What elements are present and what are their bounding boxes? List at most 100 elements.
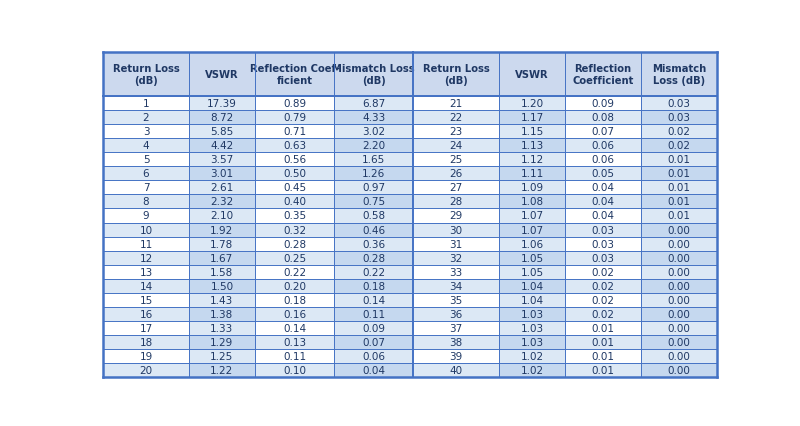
Bar	[499, 209, 565, 223]
Bar	[334, 279, 414, 293]
Text: 1.15: 1.15	[521, 127, 544, 137]
Text: 1.08: 1.08	[521, 197, 544, 207]
Text: 0.46: 0.46	[362, 225, 386, 235]
Bar	[641, 125, 717, 139]
Bar	[189, 279, 255, 293]
Text: 0.01: 0.01	[667, 155, 690, 165]
Bar	[565, 363, 641, 377]
Text: 0.40: 0.40	[283, 197, 306, 207]
Bar	[499, 321, 565, 335]
Text: 29: 29	[450, 211, 463, 221]
Bar	[189, 97, 255, 111]
Bar	[189, 53, 255, 97]
Text: 35: 35	[450, 295, 463, 305]
Text: 0.04: 0.04	[591, 197, 614, 207]
Bar	[334, 111, 414, 125]
Bar	[334, 363, 414, 377]
Bar	[189, 237, 255, 251]
Text: 0.09: 0.09	[591, 99, 614, 109]
Text: 10: 10	[139, 225, 153, 235]
Text: 0.36: 0.36	[362, 239, 386, 249]
Text: 0.00: 0.00	[667, 267, 690, 277]
Bar	[414, 139, 499, 153]
Bar	[189, 265, 255, 279]
Bar	[255, 349, 334, 363]
Text: 0.01: 0.01	[667, 169, 690, 179]
Bar	[414, 223, 499, 237]
Bar	[103, 265, 189, 279]
Text: 1.05: 1.05	[521, 253, 544, 263]
Text: 0.45: 0.45	[283, 183, 306, 193]
Text: 3: 3	[142, 127, 150, 137]
Text: 21: 21	[450, 99, 463, 109]
Bar	[641, 209, 717, 223]
Bar	[499, 153, 565, 167]
Text: 0.06: 0.06	[591, 155, 614, 165]
Bar	[641, 195, 717, 209]
Bar	[103, 181, 189, 195]
Bar	[103, 349, 189, 363]
Bar	[565, 349, 641, 363]
Text: 1.07: 1.07	[521, 225, 544, 235]
Bar	[565, 223, 641, 237]
Text: 0.06: 0.06	[591, 141, 614, 151]
Text: 0.00: 0.00	[667, 309, 690, 319]
Text: 4: 4	[142, 141, 150, 151]
Bar	[565, 209, 641, 223]
Text: 8.72: 8.72	[210, 113, 234, 123]
Text: 18: 18	[139, 337, 153, 347]
Bar	[565, 195, 641, 209]
Text: 0.35: 0.35	[283, 211, 306, 221]
Text: 1.67: 1.67	[210, 253, 234, 263]
Bar	[103, 53, 189, 97]
Text: VSWR: VSWR	[205, 70, 238, 80]
Text: 33: 33	[450, 267, 463, 277]
Bar	[641, 363, 717, 377]
Bar	[641, 321, 717, 335]
Text: 0.01: 0.01	[591, 323, 614, 333]
Text: Mismatch
Loss (dB): Mismatch Loss (dB)	[652, 64, 706, 86]
Text: 1.09: 1.09	[521, 183, 544, 193]
Bar	[565, 293, 641, 307]
Text: 38: 38	[450, 337, 463, 347]
Bar	[334, 307, 414, 321]
Bar	[255, 97, 334, 111]
Text: 0.01: 0.01	[667, 211, 690, 221]
Bar	[641, 293, 717, 307]
Text: 0.11: 0.11	[283, 351, 306, 361]
Bar	[189, 307, 255, 321]
Bar	[565, 125, 641, 139]
Bar	[499, 53, 565, 97]
Text: 0.20: 0.20	[283, 281, 306, 291]
Bar	[334, 97, 414, 111]
Text: 2.10: 2.10	[210, 211, 234, 221]
Bar	[334, 237, 414, 251]
Text: 0.01: 0.01	[591, 337, 614, 347]
Bar	[641, 335, 717, 349]
Text: 0.71: 0.71	[283, 127, 306, 137]
Text: 0.00: 0.00	[667, 366, 690, 375]
Text: 11: 11	[139, 239, 153, 249]
Text: 0.05: 0.05	[591, 169, 614, 179]
Bar	[414, 125, 499, 139]
Bar	[189, 153, 255, 167]
Bar	[255, 181, 334, 195]
Text: 0.00: 0.00	[667, 239, 690, 249]
Bar	[499, 111, 565, 125]
Bar	[414, 153, 499, 167]
Bar	[334, 53, 414, 97]
Bar	[565, 265, 641, 279]
Bar	[189, 349, 255, 363]
Text: 1.92: 1.92	[210, 225, 234, 235]
Text: 39: 39	[450, 351, 463, 361]
Text: 5.85: 5.85	[210, 127, 234, 137]
Bar	[641, 237, 717, 251]
Bar	[103, 139, 189, 153]
Text: 0.00: 0.00	[667, 281, 690, 291]
Bar	[499, 139, 565, 153]
Bar	[565, 307, 641, 321]
Text: 30: 30	[450, 225, 462, 235]
Bar	[334, 265, 414, 279]
Bar	[414, 181, 499, 195]
Text: 0.75: 0.75	[362, 197, 386, 207]
